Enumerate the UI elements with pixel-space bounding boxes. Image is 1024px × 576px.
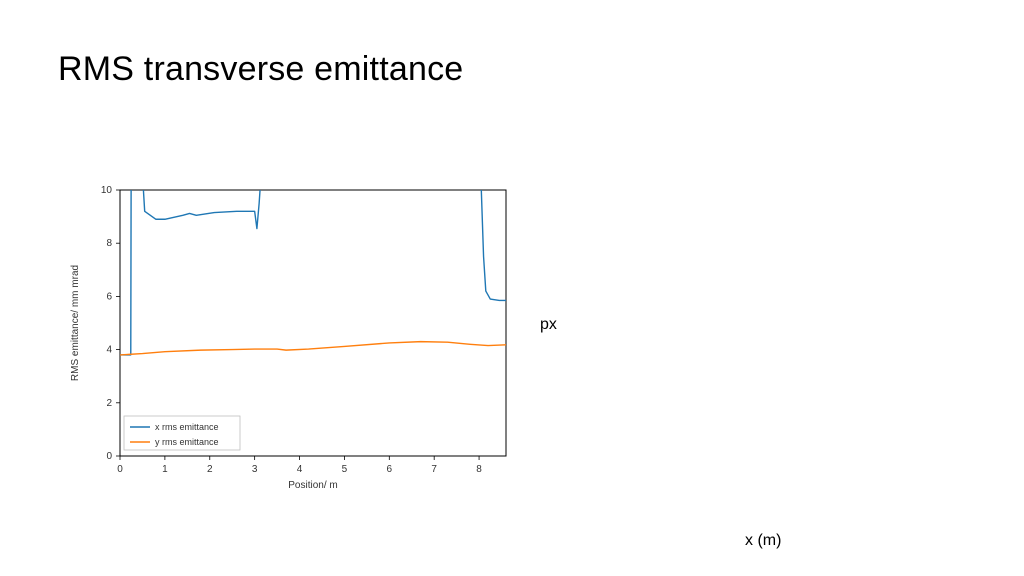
- svg-text:8: 8: [106, 238, 112, 249]
- svg-text:Position/ m: Position/ m: [288, 480, 337, 491]
- chart-svg: 0 1 2 3 4 5 6 7 8 0 2 4 6 8 10 Position/ m RMS emittance…: [58, 180, 518, 500]
- svg-text:5: 5: [342, 464, 348, 475]
- svg-text:8: 8: [476, 464, 482, 475]
- svg-text:10: 10: [101, 185, 113, 196]
- svg-text:0: 0: [106, 451, 112, 462]
- annotation-xm: x (m): [745, 532, 781, 550]
- svg-text:6: 6: [387, 464, 393, 475]
- svg-text:6: 6: [106, 291, 112, 302]
- emittance-chart: 0 1 2 3 4 5 6 7 8 0 2 4 6 8 10 Position/ m RMS emittance…: [58, 180, 518, 500]
- slide: RMS transverse emittance 0 1 2 3 4 5 6 7 8 0 2 4 6 8 1…: [0, 0, 1024, 576]
- svg-text:2: 2: [106, 398, 112, 409]
- svg-text:7: 7: [431, 464, 437, 475]
- page-title: RMS transverse emittance: [58, 50, 463, 89]
- svg-text:y rms emittance: y rms emittance: [155, 437, 219, 447]
- svg-text:0: 0: [117, 464, 123, 475]
- svg-text:1: 1: [162, 464, 168, 475]
- annotation-px: px: [540, 316, 557, 334]
- svg-text:3: 3: [252, 464, 258, 475]
- svg-text:4: 4: [297, 464, 303, 475]
- svg-text:2: 2: [207, 464, 213, 475]
- svg-text:x rms emittance: x rms emittance: [155, 422, 219, 432]
- svg-text:4: 4: [106, 345, 112, 356]
- svg-text:RMS emittance/ mm mrad: RMS emittance/ mm mrad: [70, 265, 81, 381]
